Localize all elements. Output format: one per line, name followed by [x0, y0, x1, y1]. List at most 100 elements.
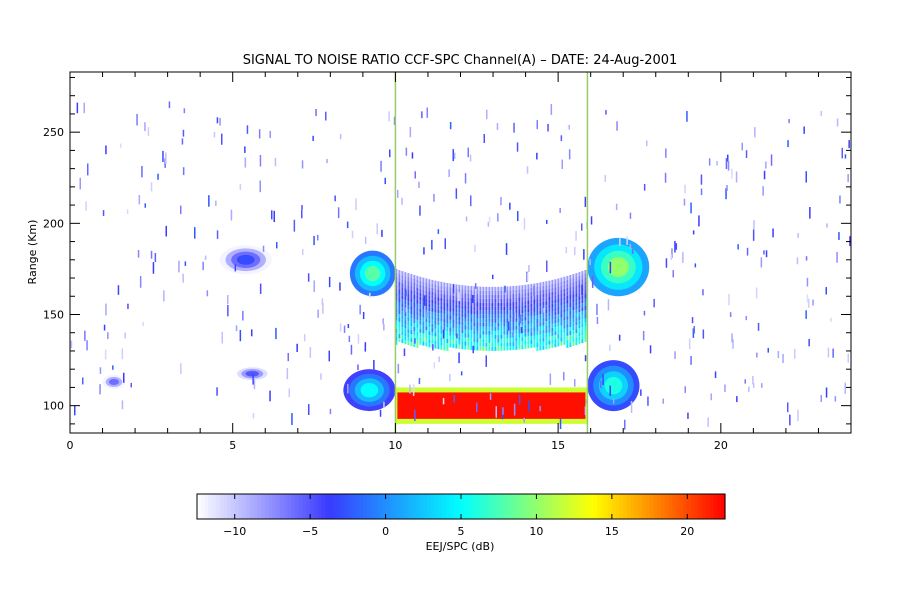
colorbar-cell — [242, 494, 247, 519]
region-core — [397, 392, 586, 419]
heat-cell — [479, 334, 482, 339]
heat-cell — [437, 305, 440, 310]
heat-cell — [518, 333, 521, 338]
heat-cell — [548, 308, 551, 313]
y-tick-label: 150 — [43, 308, 64, 321]
heat-cell — [431, 323, 434, 328]
noise-cell — [252, 373, 254, 385]
noise-cell — [647, 396, 649, 406]
heat-cell — [485, 326, 488, 331]
heat-cell — [503, 314, 506, 319]
noise-cell — [182, 167, 185, 176]
heat-cell — [398, 326, 401, 330]
heat-cell — [536, 335, 539, 339]
heat-cell — [473, 326, 476, 331]
heat-cell — [581, 279, 584, 284]
heat-cell — [458, 300, 461, 305]
heat-cell — [557, 290, 560, 295]
heat-cell — [539, 330, 542, 335]
heat-cell — [554, 327, 557, 332]
noise-cell — [583, 249, 585, 260]
heat-cell — [449, 327, 452, 332]
noise-cell — [183, 108, 186, 114]
noise-cell — [397, 189, 399, 198]
noise-cell — [536, 120, 538, 130]
heat-cell — [488, 314, 491, 319]
heat-cell — [422, 329, 425, 334]
heat-cell — [473, 346, 476, 351]
heat-cell — [467, 313, 470, 318]
heat-cell — [470, 306, 473, 310]
x-tick-label: 0 — [67, 439, 74, 452]
heat-cell — [500, 342, 503, 347]
noise-cell — [547, 123, 549, 132]
noise-cell — [653, 298, 655, 308]
heat-cell — [482, 286, 485, 291]
noise-cell — [745, 316, 747, 321]
heat-cell — [530, 307, 533, 312]
heat-cell — [530, 323, 533, 328]
heat-cell — [452, 327, 455, 332]
heat-cell — [470, 326, 473, 330]
heat-cell — [575, 293, 578, 298]
noise-cell — [841, 147, 843, 159]
heat-cell — [512, 314, 515, 318]
heat-cell — [398, 330, 401, 334]
heat-cell — [494, 306, 497, 311]
heat-cell — [443, 330, 446, 335]
heat-cell — [578, 272, 581, 277]
heat-cell — [458, 344, 461, 349]
heat-cell — [416, 319, 419, 324]
heat-cell — [395, 288, 398, 293]
heat-cell — [476, 286, 479, 291]
heat-cell — [461, 293, 464, 298]
heat-cell — [440, 289, 443, 294]
noise-cell — [523, 218, 526, 230]
heat-cell — [560, 293, 563, 298]
heat-cell — [560, 341, 563, 346]
noise-cell — [702, 289, 704, 296]
heat-cell — [470, 290, 473, 294]
heat-cell — [434, 332, 437, 337]
heat-cell — [440, 337, 443, 342]
heat-cell — [428, 299, 431, 304]
heat-cell — [455, 324, 458, 329]
heat-cell — [500, 310, 503, 315]
heat-cell — [485, 342, 488, 347]
colorbar-cell — [510, 494, 515, 519]
heat-cell — [491, 342, 494, 347]
heat-cell — [425, 278, 428, 283]
heat-cell — [533, 311, 536, 316]
heat-cell — [467, 309, 470, 314]
noise-cell — [301, 160, 304, 169]
heat-cell — [539, 314, 542, 319]
heat-cell — [413, 307, 416, 311]
heat-cell — [446, 343, 449, 347]
heat-cell — [446, 295, 449, 299]
heat-cell — [512, 346, 515, 350]
x-tick-label: 20 — [714, 439, 728, 452]
noise-cell — [83, 102, 85, 114]
heat-cell — [512, 310, 515, 314]
heat-cell — [395, 276, 398, 281]
heat-cell — [437, 345, 440, 350]
noise-cell — [216, 230, 219, 239]
heat-cell — [566, 323, 569, 328]
heat-cell — [416, 339, 419, 344]
heat-cell — [437, 313, 440, 318]
heat-cell — [569, 307, 572, 311]
heat-cell — [506, 322, 509, 327]
heat-cell — [461, 309, 464, 314]
heat-cell — [422, 321, 425, 326]
heat-cell — [551, 291, 554, 296]
heat-cell — [554, 299, 557, 304]
heat-cell — [440, 281, 443, 286]
heat-cell — [425, 294, 428, 299]
heat-cell — [584, 290, 587, 294]
heat-cell — [581, 323, 584, 328]
heat-cell — [395, 308, 398, 313]
heat-cell — [548, 300, 551, 305]
heat-cell — [464, 325, 467, 330]
colorbar-cell — [374, 494, 379, 519]
